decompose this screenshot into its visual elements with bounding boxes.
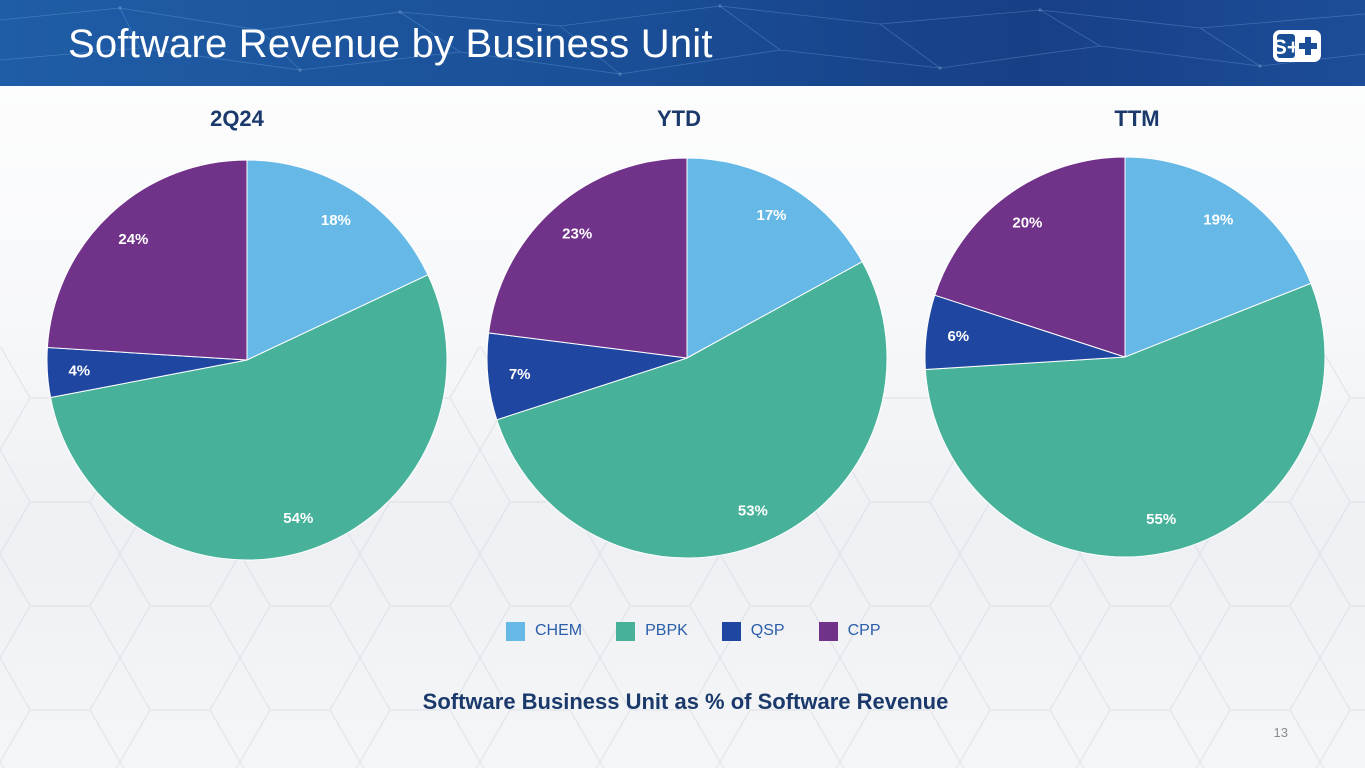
pie-slice-ttm-pbpk [924, 282, 1326, 558]
page-number: 13 [1273, 725, 1288, 740]
legend-swatch-chem [506, 621, 525, 641]
pie-label-ttm-qsp: 6% [947, 328, 969, 345]
pie-label-2q24-cpp: 24% [118, 231, 148, 248]
pie-label-ytd-cpp: 23% [562, 226, 592, 243]
logo-text: S+ [1273, 36, 1299, 59]
pie-title-2q24: 2Q24 [210, 106, 264, 131]
network-pattern [0, 4, 1365, 76]
slide-title: Software Revenue by Business Unit [68, 22, 713, 66]
company-logo: S+ [1273, 30, 1321, 62]
pie-label-ttm-chem: 19% [1203, 212, 1233, 229]
legend-label-chem: CHEM [535, 622, 583, 639]
legend-label-pbpk: PBPK [645, 622, 688, 639]
pie-slice-ytd-cpp [488, 157, 688, 359]
pie-slice-ytd-pbpk [496, 260, 888, 559]
pie-label-2q24-qsp: 4% [68, 363, 90, 380]
pie-label-ttm-cpp: 20% [1012, 215, 1042, 232]
legend-item-qsp: QSP [721, 621, 785, 641]
pie-slice-2q24-pbpk [49, 274, 448, 561]
pie-title-ytd: YTD [657, 106, 701, 131]
pie-label-2q24-chem: 18% [321, 212, 351, 229]
pie-label-ytd-qsp: 7% [509, 366, 531, 383]
legend-item-pbpk: PBPK [616, 621, 688, 641]
pie-title-ttm: TTM [1114, 106, 1160, 131]
pie-slice-2q24-cpp [46, 159, 248, 361]
chart-legend: CHEM PBPK QSP CPP [506, 620, 881, 642]
header-band: Software Revenue by Business Unit S+ [0, 0, 1365, 86]
pie-slice-2q24-chem [246, 159, 429, 361]
pie-label-ytd-pbpk: 53% [738, 502, 768, 519]
legend-item-cpp: CPP [818, 621, 881, 641]
legend-item-chem: CHEM [506, 621, 583, 641]
pie-label-2q24-pbpk: 54% [283, 510, 313, 527]
legend-swatch-cpp [818, 621, 838, 641]
pie-slice-ttm-chem [1124, 156, 1312, 358]
pie-label-ytd-chem: 17% [756, 207, 786, 224]
legend-label-qsp: QSP [750, 622, 785, 639]
pie-slice-ttm-cpp [934, 156, 1126, 358]
legend-label-cpp: CPP [847, 622, 881, 639]
pie-slice-ytd-chem [686, 157, 863, 359]
legend-swatch-pbpk [616, 621, 636, 641]
pie-label-ttm-pbpk: 55% [1146, 511, 1176, 528]
chart-caption: Software Business Unit as % of Software … [422, 689, 949, 714]
legend-swatch-qsp [721, 621, 741, 641]
